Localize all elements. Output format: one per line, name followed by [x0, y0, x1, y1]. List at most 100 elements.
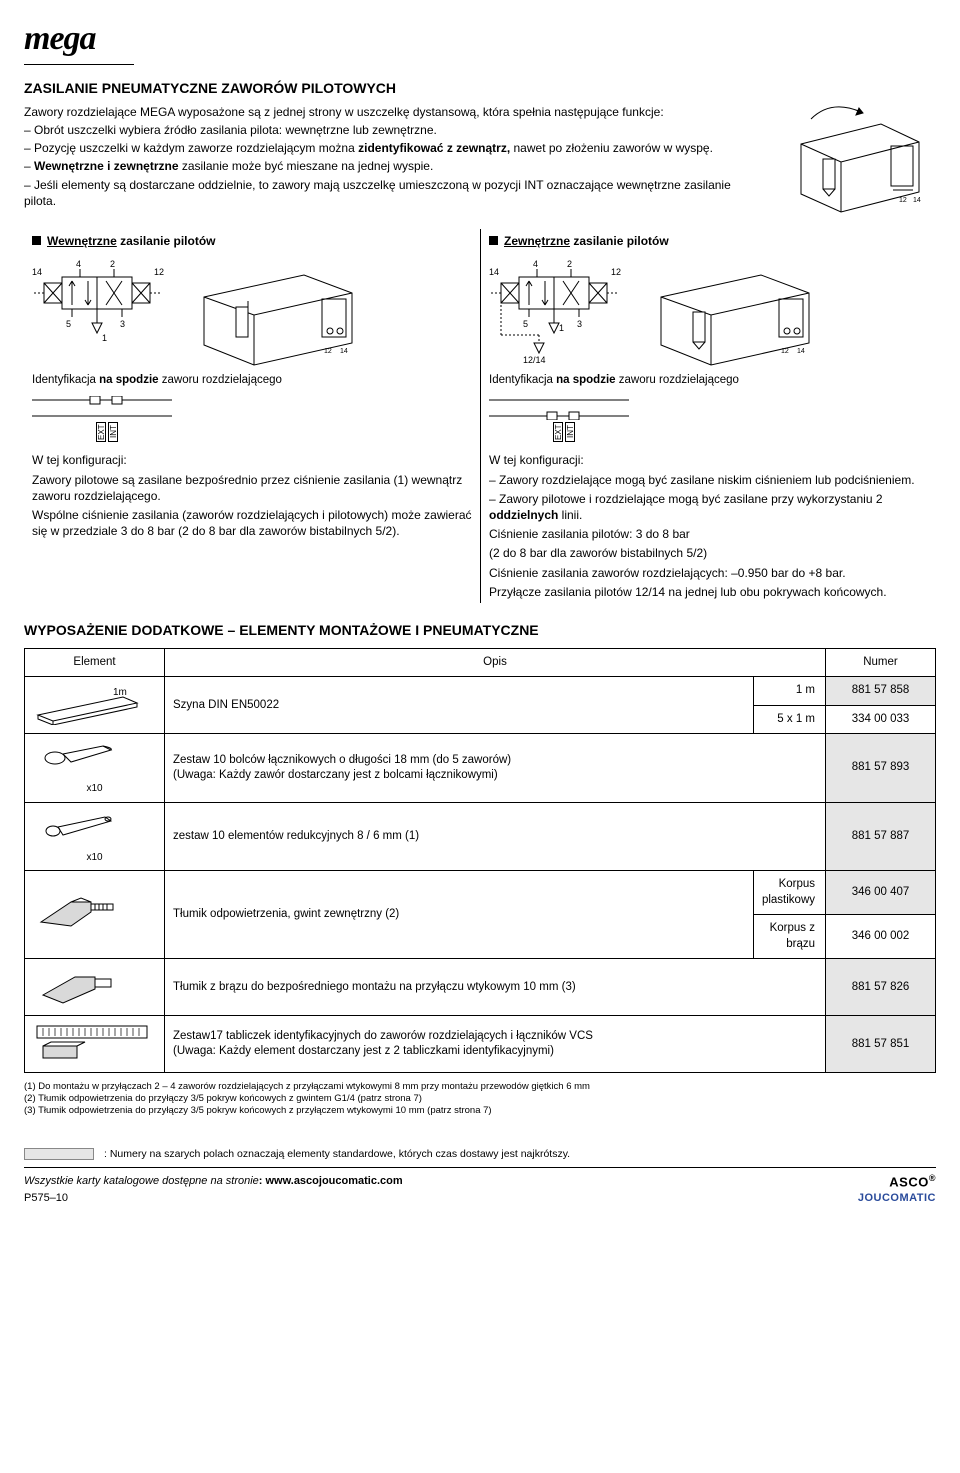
section-pneumatic-title: ZASILANIE PNEUMATYCZNE ZAWORÓW PILOTOWYC…: [24, 79, 936, 98]
int-marker: INT: [565, 422, 575, 442]
desc-silencer-thread: Tłumik odpowietrzenia, gwint zewnętrzny …: [165, 871, 754, 959]
id-cap-b2: na spodzie: [556, 374, 615, 386]
rd-p3c: linii.: [558, 508, 582, 522]
ext-int-markers-external: EXT INT: [553, 422, 928, 442]
rd-p6: Ciśnienie zasilania zaworów rozdzielając…: [489, 565, 928, 581]
qty-plastic: Korpus plastikowy: [753, 871, 825, 915]
num-881-57-858: 881 57 858: [826, 677, 936, 706]
rd-p2: – Zawory rozdzielające mogą być zasilane…: [489, 472, 928, 488]
reducer-icon: [33, 809, 133, 849]
ext-marker: EXT: [96, 422, 106, 442]
internal-heading: Wewnętrzne zasilanie pilotów: [32, 233, 472, 249]
drawing-port-14: 14: [797, 348, 805, 355]
drawing-port-12: 12: [324, 348, 332, 355]
qty-1m: 1 m: [753, 677, 825, 706]
footnotes: (1) Do montażu w przyłączach 2 – 4 zawor…: [24, 1081, 936, 1117]
internal-figure-row: 14 4 2 12 5 1 3 12 14: [32, 257, 472, 367]
valve-isometric-icon: 12 14: [771, 104, 931, 219]
img-link-pins: x10: [25, 734, 165, 803]
footnote-3: (3) Tłumik odpowietrzenia do przyłączy 3…: [24, 1105, 936, 1117]
intro-text: Zawory rozdzielające MEGA wyposażone są …: [24, 104, 754, 219]
intro-b3a: –: [24, 159, 34, 173]
accessories-table: Element Opis Numer 1m Szyna DIN EN50022 …: [24, 648, 936, 1074]
internal-head-u: Wewnętrzne: [47, 234, 117, 248]
underside-strip-external: [489, 396, 629, 420]
footer-brand: ASCO® JOUCOMATIC: [858, 1172, 936, 1206]
intro-b3b: Wewnętrzne i zewnętrzne: [34, 159, 178, 173]
rd-p3b: oddzielnych: [489, 508, 558, 522]
table-header-row: Element Opis Numer: [25, 648, 936, 677]
table-row: Tłumik z brązu do bezpośredniego montażu…: [25, 959, 936, 1016]
silencer-thread-icon: [33, 892, 133, 938]
underside-strip-internal: [32, 396, 172, 420]
qty-bronze: Korpus z brązu: [753, 915, 825, 959]
port-5: 5: [523, 319, 528, 329]
num-881-57-887: 881 57 887: [826, 802, 936, 871]
port-2: 2: [110, 259, 115, 269]
th-numer: Numer: [826, 648, 936, 677]
page-footer: Wszystkie karty katalogowe dostępne na s…: [24, 1167, 936, 1206]
port-4: 4: [76, 259, 81, 269]
accessories-title: WYPOSAŻENIE DODATKOWE – ELEMENTY MONTAŻO…: [24, 621, 936, 640]
port-1: 1: [559, 323, 564, 333]
legend-swatch: [24, 1148, 94, 1160]
ld-p3: Wspólne ciśnienie zasilania (zaworów roz…: [32, 507, 472, 539]
link-pin-icon: [33, 740, 133, 780]
id-cap-a: Identyfikacja: [32, 374, 99, 386]
num-334-00-033: 334 00 033: [826, 705, 936, 734]
valve-drawing-internal: 12 14: [194, 257, 364, 367]
ld-p2: Zawory pilotowe są zasilane bezpośrednio…: [32, 472, 472, 504]
id-cap-c2: zaworu rozdzielającego: [616, 374, 739, 386]
port-12: 12: [611, 267, 621, 277]
square-bullet-icon: [489, 236, 498, 245]
table-row: Zestaw17 tabliczek identyfikacyjnych do …: [25, 1016, 936, 1073]
din-rail-icon: 1m: [33, 685, 143, 725]
th-element: Element: [25, 648, 165, 677]
brand-joucomatic: JOUCOMATIC: [858, 1191, 936, 1206]
num-346-00-002: 346 00 002: [826, 915, 936, 959]
table-row: x10 Zestaw 10 bolców łącznikowych o dług…: [25, 734, 936, 803]
intro-b2c: nawet po złożeniu zaworów w wyspę.: [510, 141, 713, 155]
internal-head-rest: zasilanie pilotów: [117, 234, 216, 248]
x10-label: x10: [33, 851, 156, 865]
page-number: P575–10: [24, 1191, 403, 1206]
intro-b3c: zasilanie może być mieszane na jednej wy…: [179, 159, 434, 173]
intro-bullet-1: – Obrót uszczelki wybiera źródło zasilan…: [24, 122, 754, 138]
port-1: 1: [102, 333, 107, 343]
port-3: 3: [120, 319, 125, 329]
port-5: 5: [66, 319, 71, 329]
img-silencer-thread: [25, 871, 165, 959]
port-3: 3: [577, 319, 582, 329]
rd-p3: – Zawory pilotowe i rozdzielające mogą b…: [489, 491, 928, 523]
port-14-label: 14: [913, 197, 921, 204]
footer-left-a: Wszystkie karty katalogowe dostępne na s…: [24, 1175, 259, 1187]
legend-text: : Numery na szarych polach oznaczają ele…: [104, 1147, 570, 1161]
external-heading: Zewnętrzne zasilanie pilotów: [489, 233, 928, 249]
x10-label: x10: [33, 782, 156, 796]
port-4: 4: [533, 259, 538, 269]
desc-din-rail: Szyna DIN EN50022: [165, 677, 754, 734]
schematic-symbol-external: 14 4 2 12 5 1 3 12/14: [489, 257, 639, 367]
intro-bullet-3: – Wewnętrzne i zewnętrzne zasilanie może…: [24, 158, 754, 174]
internal-description: W tej konfiguracji: Zawory pilotowe są z…: [32, 452, 472, 539]
rd-p7: Przyłącze zasilania pilotów 12/14 na jed…: [489, 584, 928, 600]
port-2: 2: [567, 259, 572, 269]
num-346-00-407: 346 00 407: [826, 871, 936, 915]
num-881-57-893: 881 57 893: [826, 734, 936, 803]
brand-logo: mega: [24, 16, 134, 65]
id-cap-c: zaworu rozdzielającego: [159, 374, 282, 386]
drawing-port-12: 12: [781, 348, 789, 355]
internal-id-caption: Identyfikacja na spodzie zaworu rozdziel…: [32, 373, 472, 389]
desc-link-pins: Zestaw 10 bolców łącznikowych o długości…: [165, 734, 826, 803]
table-row: 1m Szyna DIN EN50022 1 m 881 57 858: [25, 677, 936, 706]
intro-block: Zawory rozdzielające MEGA wyposażone są …: [24, 104, 936, 219]
external-head-rest: zasilanie pilotów: [570, 234, 669, 248]
intro-bullet-4: – Jeśli elementy są dostarczane oddzieln…: [24, 177, 754, 209]
legend-row: : Numery na szarych polach oznaczają ele…: [24, 1147, 936, 1161]
rd-p5: (2 do 8 bar dla zaworów bistabilnych 5/2…: [489, 545, 928, 561]
port-14: 14: [32, 267, 42, 277]
rd-p3a: – Zawory pilotowe i rozdzielające mogą b…: [489, 492, 883, 506]
desc-id-plates: Zestaw17 tabliczek identyfikacyjnych do …: [165, 1016, 826, 1073]
rd-p4: Ciśnienie zasilania pilotów: 3 do 8 bar: [489, 526, 928, 542]
intro-lead: Zawory rozdzielające MEGA wyposażone są …: [24, 104, 754, 120]
